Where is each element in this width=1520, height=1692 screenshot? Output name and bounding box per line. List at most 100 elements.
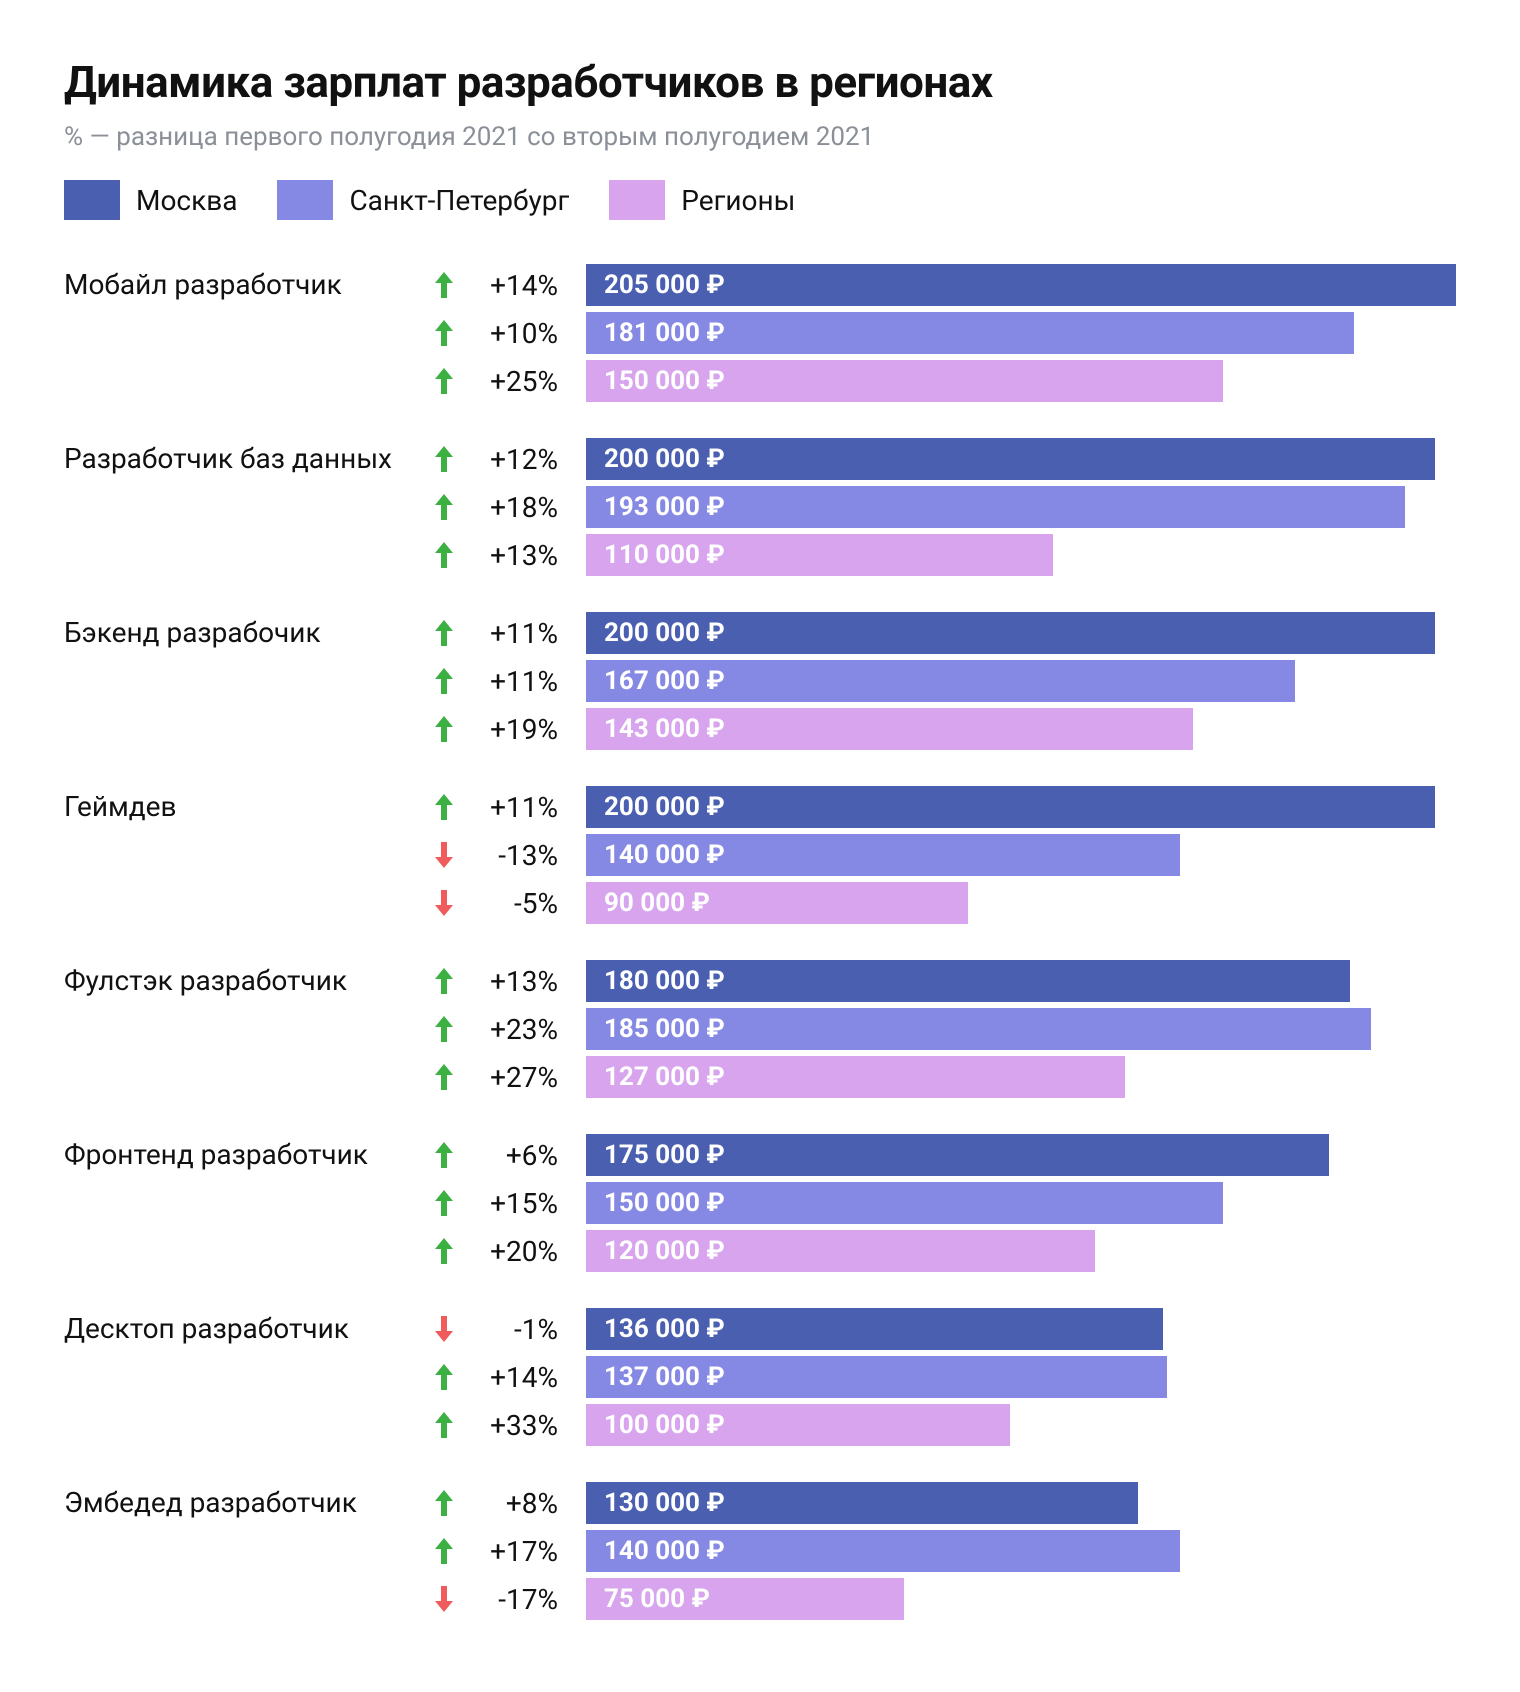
bar-value-label: 110 000 ₽ (604, 540, 725, 570)
bar-track: 130 000 ₽ (586, 1482, 1456, 1524)
bar-row: +14%137 000 ₽ (64, 1356, 1456, 1398)
bar-value-label: 200 000 ₽ (604, 444, 725, 474)
bar-value-label: 90 000 ₽ (604, 888, 710, 918)
arrow-up-icon (424, 270, 464, 300)
chart-body: Мобайл разработчик+14%205 000 ₽+10%181 0… (64, 264, 1456, 1620)
bar-track: 75 000 ₽ (586, 1578, 1456, 1620)
role-label: Разработчик баз данных (64, 442, 424, 476)
bar: 130 000 ₽ (586, 1482, 1138, 1524)
arrow-up-icon (424, 714, 464, 744)
bar: 143 000 ₽ (586, 708, 1193, 750)
percent-change: +11% (464, 617, 586, 650)
bar-track: 167 000 ₽ (586, 660, 1456, 702)
bar: 175 000 ₽ (586, 1134, 1329, 1176)
bar-value-label: 167 000 ₽ (604, 666, 725, 696)
role-group: Фулстэк разработчик+13%180 000 ₽+23%185 … (64, 960, 1456, 1098)
bar-track: 140 000 ₽ (586, 1530, 1456, 1572)
percent-change: +13% (464, 965, 586, 998)
percent-change: -17% (464, 1583, 586, 1616)
bar-row: +23%185 000 ₽ (64, 1008, 1456, 1050)
chart-subtitle: % — разница первого полугодия 2021 со вт… (64, 122, 1456, 152)
bar: 120 000 ₽ (586, 1230, 1095, 1272)
legend-swatch (609, 180, 665, 220)
bar: 200 000 ₽ (586, 612, 1435, 654)
bar: 181 000 ₽ (586, 312, 1354, 354)
arrow-up-icon (424, 1410, 464, 1440)
legend-label: Санкт-Петербург (349, 184, 569, 217)
role-group: Геймдев+11%200 000 ₽ -13%140 000 ₽ -5% 90 0… (64, 786, 1456, 924)
arrow-down-icon (424, 840, 464, 870)
bar-row: +19%143 000 ₽ (64, 708, 1456, 750)
arrow-down-icon (424, 1314, 464, 1344)
arrow-up-icon (424, 540, 464, 570)
bar: 150 000 ₽ (586, 1182, 1223, 1224)
bar-row: +20% 120 000 ₽ (64, 1230, 1456, 1272)
bar-value-label: 185 000 ₽ (604, 1014, 725, 1044)
role-group: Разработчик баз данных +12% 200 000 ₽ +18% 1… (64, 438, 1456, 576)
bar-row: -5% 90 000 ₽ (64, 882, 1456, 924)
arrow-up-icon (424, 1536, 464, 1566)
arrow-up-icon (424, 318, 464, 348)
percent-change: +15% (464, 1187, 586, 1220)
bar: 127 000 ₽ (586, 1056, 1125, 1098)
percent-change: +20% (464, 1235, 586, 1268)
role-group: Бэкенд разрабочик+11%200 000 ₽+11%167 00… (64, 612, 1456, 750)
percent-change: +25% (464, 365, 586, 398)
percent-change: +19% (464, 713, 586, 746)
bar-row: Геймдев+11%200 000 ₽ (64, 786, 1456, 828)
arrow-up-icon (424, 366, 464, 396)
bar: 193 000 ₽ (586, 486, 1405, 528)
bar-value-label: 136 000 ₽ (604, 1314, 725, 1344)
bar-row: +27%127 000 ₽ (64, 1056, 1456, 1098)
bar-track: 185 000 ₽ (586, 1008, 1456, 1050)
bar-track: 180 000 ₽ (586, 960, 1456, 1002)
bar-value-label: 137 000 ₽ (604, 1362, 725, 1392)
percent-change: +12% (464, 443, 586, 476)
chart-title: Динамика зарплат разработчиков в региона… (64, 56, 1456, 108)
bar-value-label: 130 000 ₽ (604, 1488, 725, 1518)
legend: МоскваСанкт-ПетербургРегионы (64, 180, 1456, 220)
role-label: Десктоп разработчик (64, 1312, 424, 1346)
bar-track: 143 000 ₽ (586, 708, 1456, 750)
arrow-up-icon (424, 618, 464, 648)
legend-swatch (277, 180, 333, 220)
percent-change: +18% (464, 491, 586, 524)
role-label: Эмбедед разработчик (64, 1486, 424, 1520)
bar-track: 136 000 ₽ (586, 1308, 1456, 1350)
bar-row: Разработчик баз данных +12% 200 000 ₽ (64, 438, 1456, 480)
bar-value-label: 120 000 ₽ (604, 1236, 725, 1266)
bar-track: 120 000 ₽ (586, 1230, 1456, 1272)
role-label: Бэкенд разрабочик (64, 616, 424, 650)
bar-row: +13%110 000 ₽ (64, 534, 1456, 576)
bar-track: 175 000 ₽ (586, 1134, 1456, 1176)
bar-track: 90 000 ₽ (586, 882, 1456, 924)
bar-track: 100 000 ₽ (586, 1404, 1456, 1446)
arrow-up-icon (424, 1236, 464, 1266)
bar-track: 193 000 ₽ (586, 486, 1456, 528)
role-label: Мобайл разработчик (64, 268, 424, 302)
bar: 140 000 ₽ (586, 834, 1180, 876)
bar: 136 000 ₽ (586, 1308, 1163, 1350)
bar: 75 000 ₽ (586, 1578, 904, 1620)
bar-row: +18% 193 000 ₽ (64, 486, 1456, 528)
bar: 137 000 ₽ (586, 1356, 1167, 1398)
percent-change: -5% (464, 887, 586, 920)
bar-value-label: 181 000 ₽ (604, 318, 725, 348)
arrow-up-icon (424, 792, 464, 822)
bar: 185 000 ₽ (586, 1008, 1371, 1050)
percent-change: -1% (464, 1313, 586, 1346)
bar-row: Мобайл разработчик+14%205 000 ₽ (64, 264, 1456, 306)
bar: 200 000 ₽ (586, 438, 1435, 480)
arrow-up-icon (424, 492, 464, 522)
role-group: Мобайл разработчик+14%205 000 ₽+10%181 0… (64, 264, 1456, 402)
legend-item: Регионы (609, 180, 795, 220)
bar-row: -13%140 000 ₽ (64, 834, 1456, 876)
percent-change: +33% (464, 1409, 586, 1442)
bar-track: 200 000 ₽ (586, 612, 1456, 654)
percent-change: +14% (464, 269, 586, 302)
bar-value-label: 193 000 ₽ (604, 492, 725, 522)
arrow-down-icon (424, 888, 464, 918)
bar: 200 000 ₽ (586, 786, 1435, 828)
bar-row: +15%150 000 ₽ (64, 1182, 1456, 1224)
bar: 167 000 ₽ (586, 660, 1295, 702)
